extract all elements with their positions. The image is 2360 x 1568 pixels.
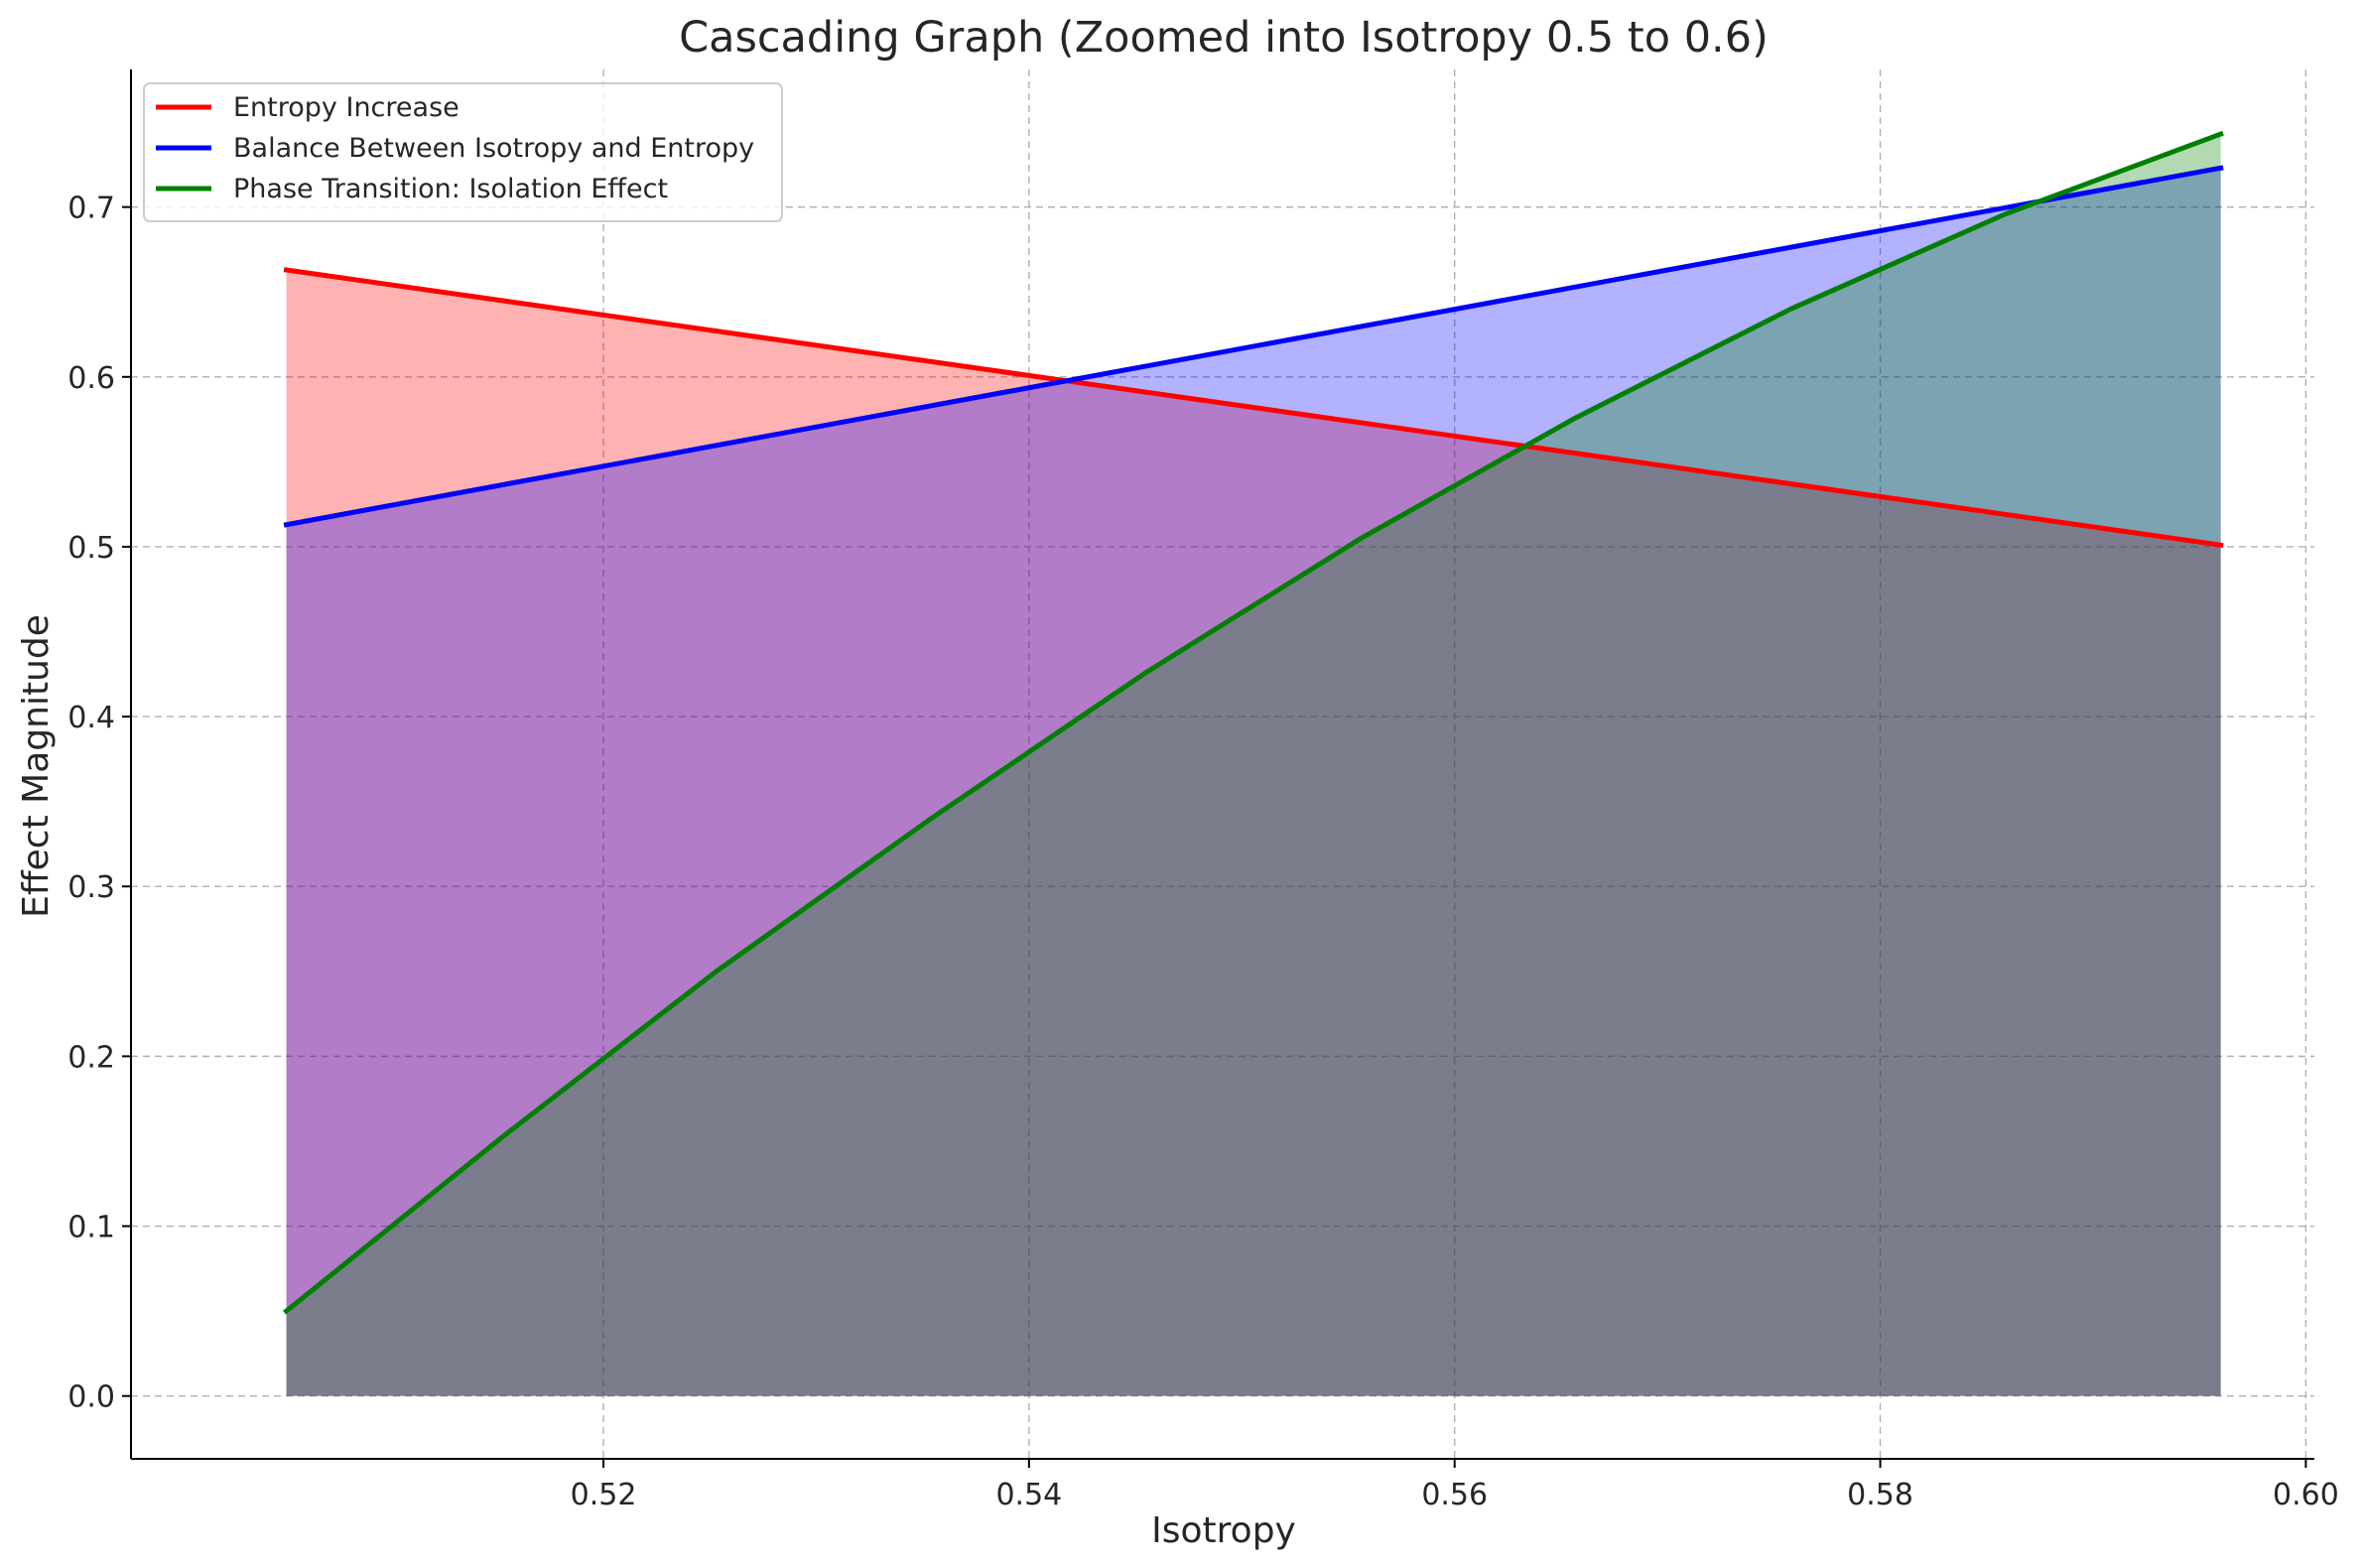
x-tick-label: 0.54 (995, 1478, 1062, 1512)
legend-label-1: Entropy Increase (233, 92, 459, 123)
y-tick-label: 0.7 (67, 192, 115, 226)
series-line-3 (283, 130, 2224, 1315)
x-tick-label: 0.60 (2273, 1478, 2339, 1512)
legend-label-2: Balance Between Isotropy and Entropy (233, 133, 754, 164)
y-tick-label: 0.0 (67, 1380, 115, 1415)
y-tick-label: 0.3 (67, 870, 115, 905)
series-line-1 (283, 267, 2224, 549)
x-tick-label: 0.58 (1847, 1478, 1913, 1512)
x-tick-label: 0.52 (571, 1478, 637, 1512)
legend-box (143, 82, 783, 222)
x-axis-label: Isotropy (1151, 1510, 1296, 1551)
grid (131, 69, 2314, 1459)
legend: Entropy Increase Balance Between Isotropy… (143, 82, 783, 222)
series-fill-3 (286, 134, 2221, 1396)
y-tick-label: 0.5 (67, 531, 115, 566)
chart-title: Cascading Graph (Zoomed into Isotropy 0.… (679, 13, 1769, 63)
series-line-2 (283, 165, 2224, 528)
series-lines (283, 130, 2224, 1315)
axes: 0.52 0.54 0.56 0.58 0.60 0.0 0.1 0.2 0.3 0.4 0.5 0.… (67, 69, 2339, 1512)
y-tick-label: 0.2 (67, 1040, 115, 1075)
y-tick-label: 0.1 (67, 1211, 115, 1245)
y-axis-label: Effect Magnitude (16, 614, 57, 918)
x-tick-label: 0.56 (1421, 1478, 1488, 1512)
legend-label-3: Phase Transition: Isolation Effect (233, 174, 668, 204)
series-fill-1 (286, 269, 2221, 1396)
y-tick-label: 0.6 (67, 361, 115, 396)
y-tick-label: 0.4 (67, 701, 115, 735)
